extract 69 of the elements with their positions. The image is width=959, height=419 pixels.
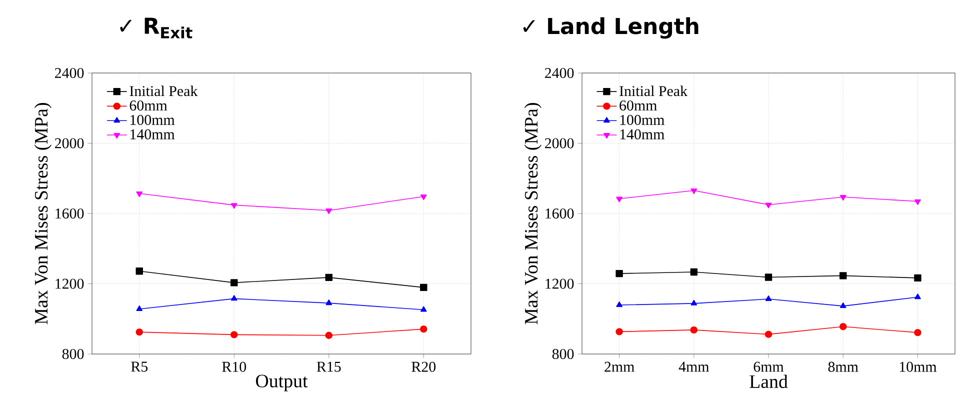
y-tick-label: 1200 (56, 278, 84, 289)
point (690, 188, 698, 194)
point (326, 299, 332, 306)
point (690, 300, 698, 306)
x-tick-label: 4mm (678, 362, 710, 372)
point (765, 202, 772, 208)
y-tick-label: 1200 (546, 278, 574, 289)
point (616, 270, 623, 278)
y-axis-title: Max Von Mises Stress (MPa) (524, 103, 542, 324)
point (840, 302, 846, 308)
point (840, 323, 847, 330)
point (690, 268, 698, 276)
y-tick-label: 2000 (54, 138, 84, 148)
point (840, 194, 846, 201)
x-tick-label: R10 (222, 362, 246, 372)
x-axis-title: Output (256, 374, 308, 392)
x-tick-label: R15 (316, 362, 341, 372)
point (420, 325, 428, 333)
point (765, 295, 772, 302)
y-tick-label: 2000 (545, 138, 574, 148)
point (690, 326, 698, 334)
point (325, 274, 332, 282)
x-tick-label: 6mm (754, 362, 784, 372)
point (230, 279, 238, 286)
point (840, 272, 847, 280)
legend-label: 140mm (130, 129, 175, 140)
point (420, 284, 428, 292)
legend-label: 100mm (620, 114, 664, 125)
x-tick-label: 8mm (828, 362, 858, 372)
legend-label: 60mm (620, 100, 657, 111)
y-tick-label: 2400 (54, 68, 84, 78)
point (136, 191, 143, 198)
point (325, 332, 332, 339)
x-tick-label: R20 (412, 362, 436, 372)
point (136, 305, 143, 312)
x-axis-title: Land (750, 374, 788, 388)
point (420, 306, 427, 312)
y-axis-title: Max Von Mises Stress (MPa) (34, 103, 52, 324)
y-tick-label: 800 (552, 348, 574, 360)
point (326, 208, 332, 214)
point (136, 328, 143, 336)
legend-label: 60mm (130, 100, 168, 111)
y-tick-label: 2400 (545, 68, 574, 78)
point (616, 196, 622, 202)
point (230, 295, 238, 301)
point (230, 203, 238, 209)
x-tick-label: 2mm (604, 362, 634, 372)
point (914, 328, 922, 336)
point (420, 194, 427, 200)
point (764, 274, 772, 281)
point (136, 268, 143, 275)
y-tick-label: 800 (62, 348, 84, 360)
point (914, 199, 921, 205)
legend-label: 100mm (130, 114, 175, 125)
legend-label: 140mm (620, 129, 664, 140)
point (764, 330, 772, 338)
y-tick-label: 1600 (56, 208, 84, 219)
point (914, 274, 922, 282)
x-tick-label: R5 (131, 362, 148, 372)
point (914, 294, 921, 300)
chart-title: ✓ R$_{Exit}$ (120, 18, 192, 38)
y-tick-label: 1600 (546, 208, 574, 219)
x-tick-label: 10mm (900, 362, 937, 372)
legend-label: Initial Peak (620, 86, 688, 96)
legend-label: Initial Peak (130, 86, 198, 96)
chart-title: ✓ Land Length (523, 17, 698, 39)
point (230, 331, 238, 338)
point (616, 301, 622, 307)
point (616, 328, 623, 336)
